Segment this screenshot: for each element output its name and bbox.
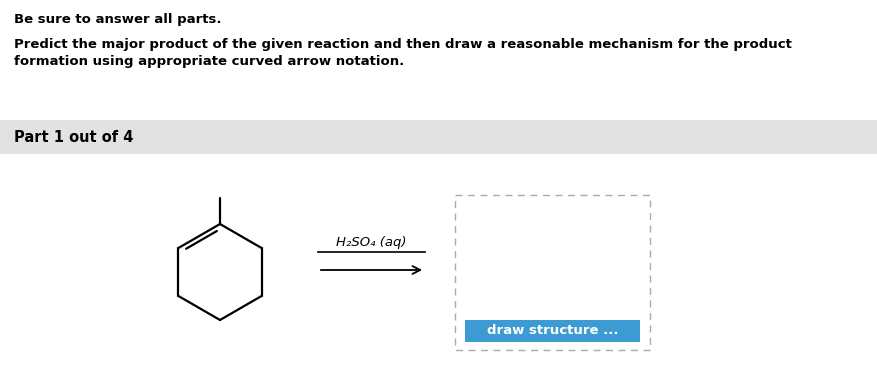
Bar — [455, 195, 650, 350]
Text: Predict the major product of the given reaction and then draw a reasonable mecha: Predict the major product of the given r… — [14, 38, 792, 51]
Text: draw structure ...: draw structure ... — [487, 324, 618, 338]
Text: Part 1 out of 4: Part 1 out of 4 — [14, 129, 133, 144]
Text: formation using appropriate curved arrow notation.: formation using appropriate curved arrow… — [14, 55, 404, 68]
Text: H₂SO₄ (aq): H₂SO₄ (aq) — [336, 236, 407, 249]
Text: Be sure to answer all parts.: Be sure to answer all parts. — [14, 13, 222, 26]
Bar — [0, 120, 877, 154]
Bar — [465, 320, 640, 342]
